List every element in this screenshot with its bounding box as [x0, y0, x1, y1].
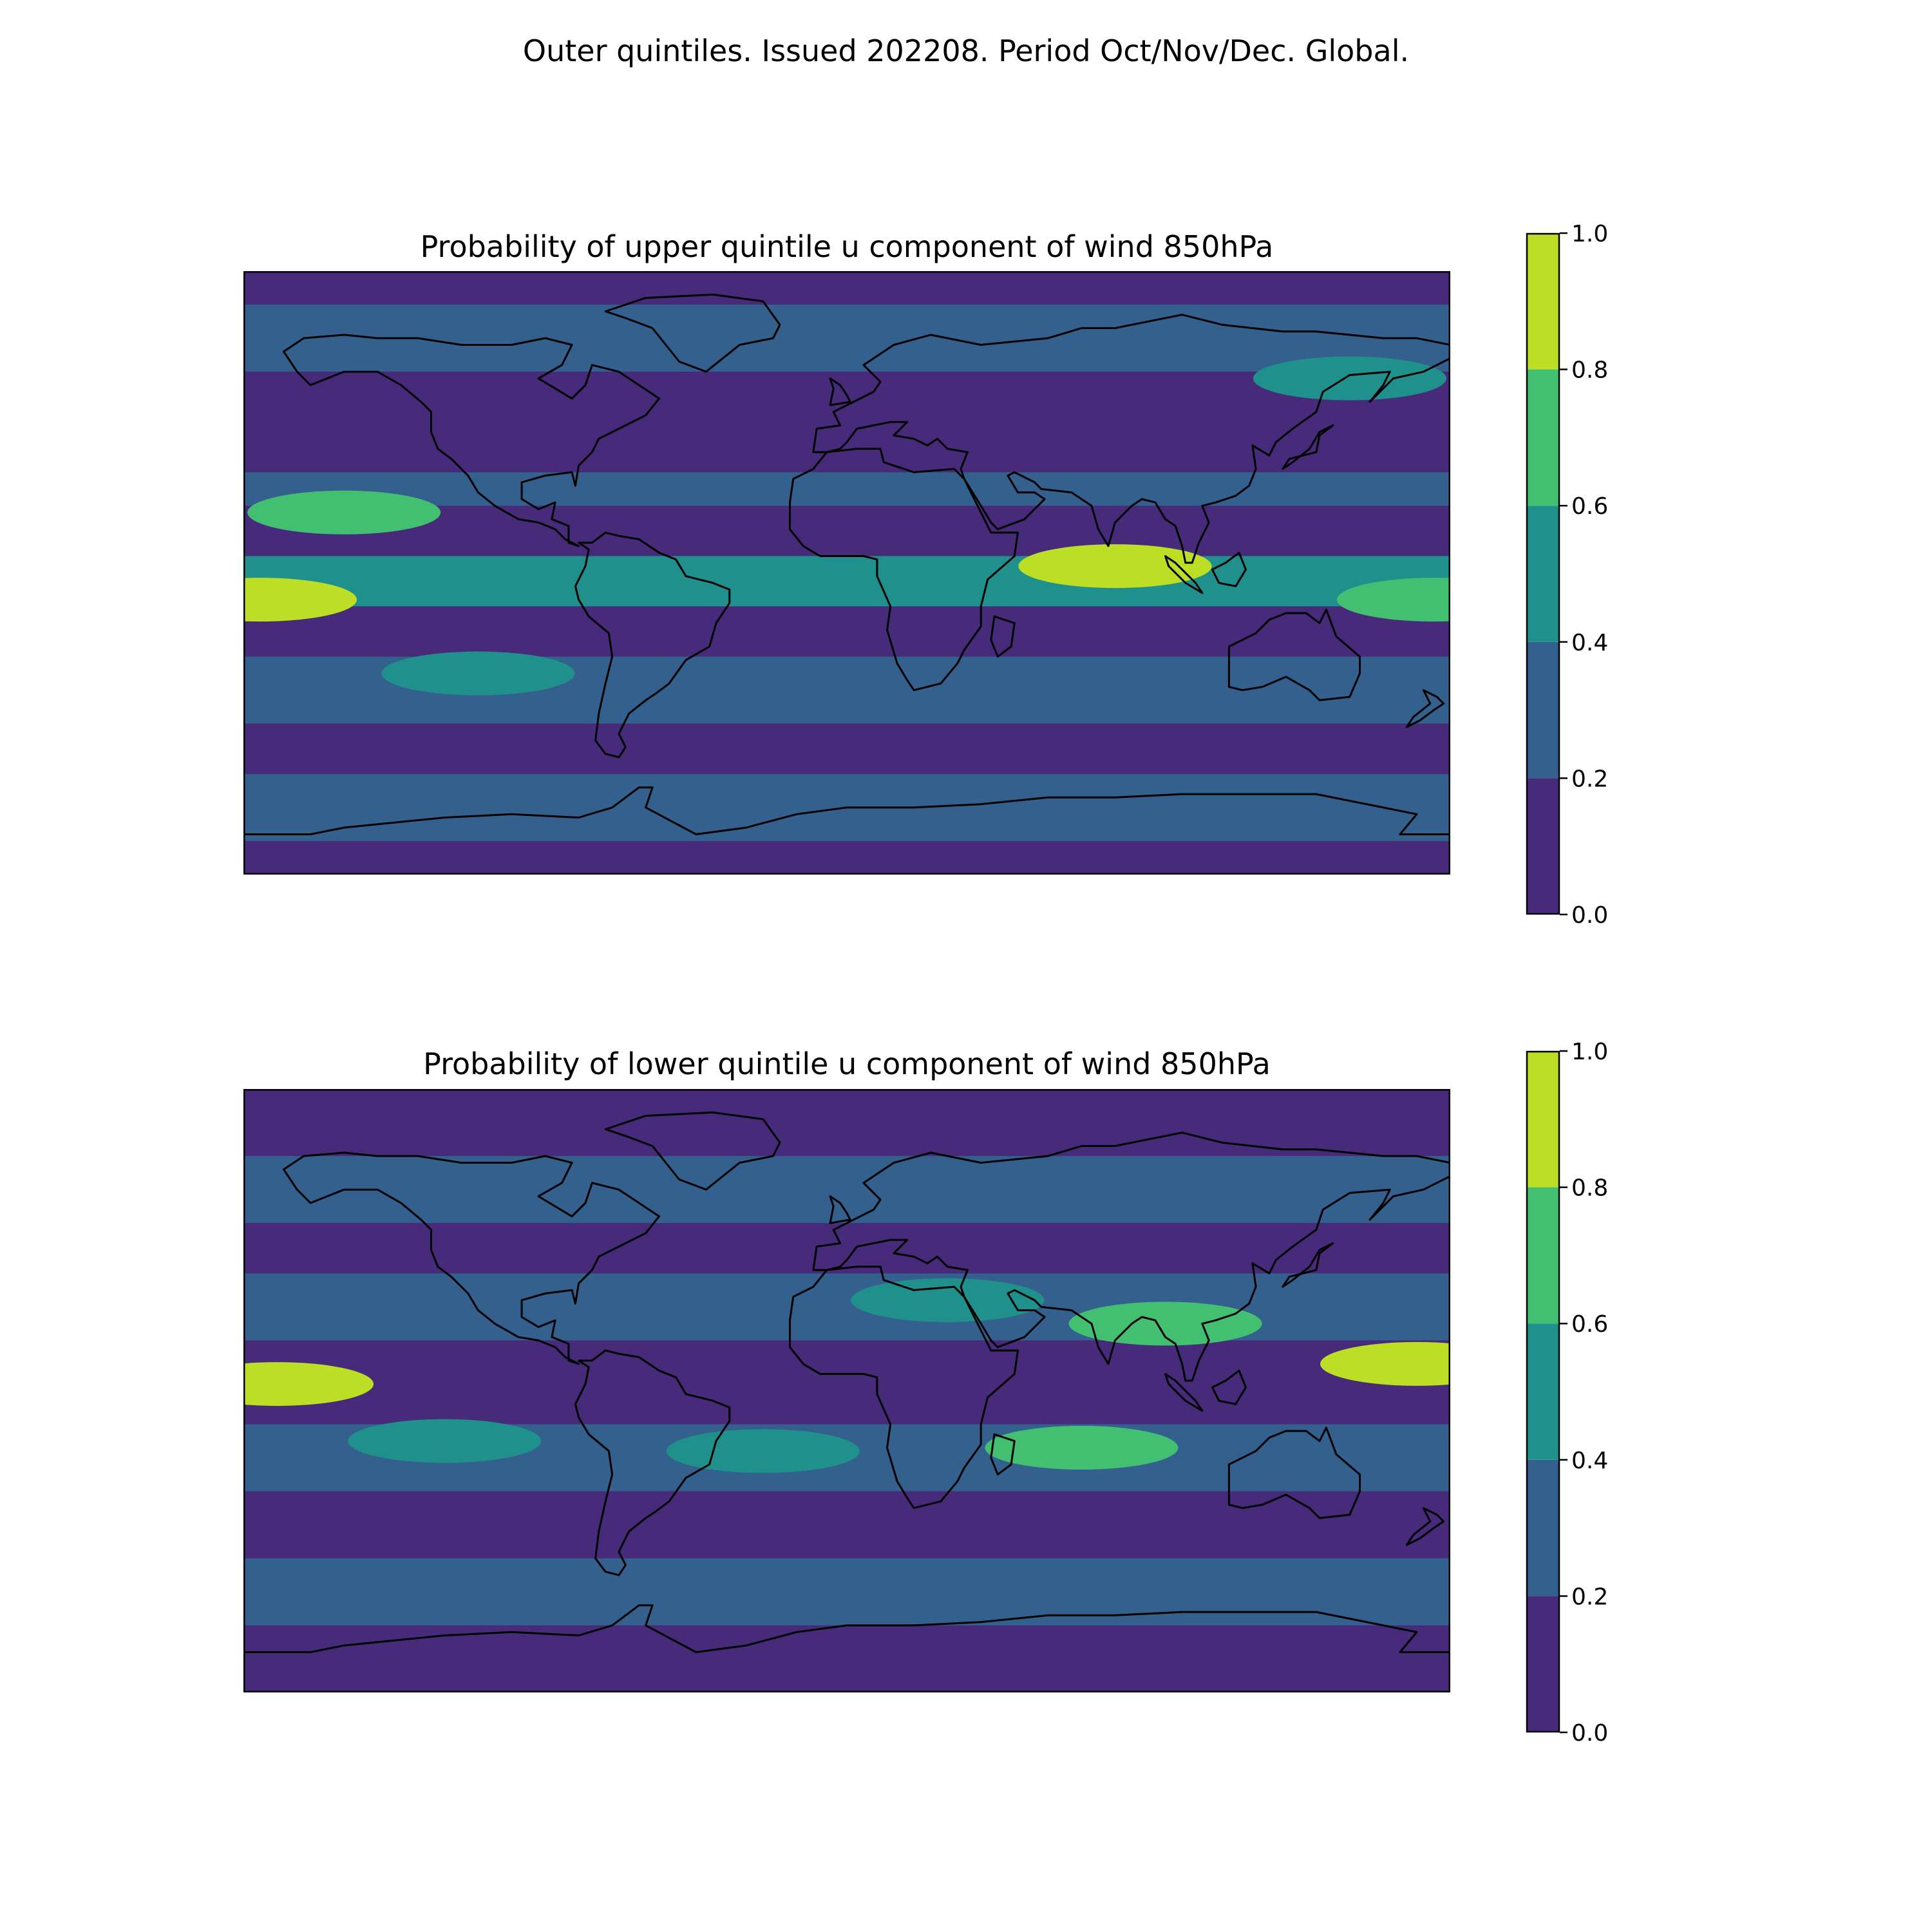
colorbar-tick-label: 0.6 — [1571, 1311, 1608, 1338]
coastline-sumatra — [1164, 1373, 1204, 1412]
coastline-new-zealand — [1405, 689, 1445, 728]
probability-band — [243, 556, 1450, 607]
colorbar-tick-label: 0.8 — [1571, 1175, 1608, 1202]
coastline-south-america — [574, 531, 731, 759]
colorbar-tick-label: 1.0 — [1571, 221, 1608, 247]
colorbar-segment — [1526, 506, 1560, 642]
upper-quintile-panel-title: Probability of upper quintile u componen… — [420, 229, 1274, 264]
colorbar-segment — [1526, 1596, 1560, 1732]
probability-band — [243, 372, 1450, 473]
colorbar-tick-label: 0.4 — [1571, 630, 1608, 656]
probability-feature — [243, 578, 357, 622]
probability-band — [243, 506, 1450, 556]
colorbar-tick-label: 0.0 — [1571, 902, 1608, 929]
probability-feature — [1018, 544, 1212, 589]
colorbar-segment — [1526, 641, 1560, 779]
probability-band — [243, 1273, 1450, 1341]
colorbar-segment — [1526, 233, 1560, 370]
colorbar-tick-label: 0.6 — [1571, 493, 1608, 520]
probability-band — [243, 472, 1450, 506]
probability-feature — [381, 651, 575, 696]
coastline-greenland — [604, 293, 781, 373]
coastline-eurasia — [812, 1132, 1450, 1382]
probability-band — [243, 1491, 1450, 1558]
probability-feature — [1253, 356, 1446, 401]
colorbar-segment — [1526, 1323, 1560, 1460]
probability-band — [243, 606, 1450, 657]
colorbar-tick-label: 0.8 — [1571, 357, 1608, 384]
probability-feature — [666, 1429, 860, 1473]
probability-band — [243, 723, 1450, 774]
colorbar-frame — [1526, 232, 1560, 915]
coastline-greenland — [604, 1111, 781, 1191]
coastline-sumatra — [1164, 555, 1204, 594]
probability-feature — [348, 1419, 542, 1463]
coastline-north-america — [283, 1151, 660, 1365]
coastline-japan — [1282, 1242, 1334, 1288]
lower-quintile-panel-title: Probability of lower quintile u componen… — [423, 1046, 1271, 1081]
upper-quintile-map — [243, 271, 1450, 875]
coastline-north-america — [283, 334, 660, 547]
probability-feature — [243, 1362, 374, 1406]
colorbar-tick-label: 0.2 — [1571, 1584, 1608, 1610]
coastline-madagascar — [990, 1433, 1016, 1476]
colorbar-tick-label: 1.0 — [1571, 1039, 1608, 1065]
coastline-australia — [1227, 609, 1361, 701]
probability-band — [243, 1340, 1450, 1425]
colorbar-segment — [1526, 1459, 1560, 1596]
coastline-africa — [789, 448, 1019, 692]
coastline-madagascar — [990, 615, 1016, 658]
colorbar-segment — [1526, 778, 1560, 914]
colorbar-segment — [1526, 1051, 1560, 1188]
map-frame — [243, 1089, 1450, 1692]
coastline-antarctica — [243, 1604, 1450, 1672]
colorbar-frame — [1526, 1050, 1560, 1733]
coastline-australia — [1227, 1426, 1361, 1519]
map-frame — [243, 271, 1450, 875]
probability-band — [243, 305, 1450, 372]
probability-feature — [985, 1425, 1179, 1470]
lower-quintile-colorbar: 0.0 0.2 0.4 0.6 0.8 1.0 — [1526, 1039, 1608, 1747]
coastline-borneo — [1211, 1369, 1247, 1405]
coastline-japan — [1282, 424, 1334, 470]
upper-quintile-colorbar: 0.0 0.2 0.4 0.6 0.8 1.0 — [1526, 221, 1608, 929]
coastline-eurasia — [812, 314, 1450, 564]
coastline-uk — [829, 377, 851, 406]
coastline-south-america — [574, 1349, 731, 1577]
probability-band — [243, 1558, 1450, 1625]
coastline-uk — [829, 1195, 851, 1224]
colorbar-tick-label: 0.2 — [1571, 766, 1608, 792]
probability-feature — [1337, 578, 1450, 622]
probability-band — [243, 840, 1450, 875]
colorbar-segment — [1526, 1187, 1560, 1324]
colorbar-tick-label: 0.4 — [1571, 1448, 1608, 1474]
probability-feature — [1320, 1341, 1450, 1386]
coastline-africa — [789, 1265, 1019, 1510]
colorbar-tick-label: 0.0 — [1571, 1720, 1608, 1747]
coastline-new-zealand — [1405, 1507, 1445, 1546]
probability-feature — [247, 490, 441, 535]
probability-feature — [851, 1278, 1045, 1322]
colorbar-segment — [1526, 369, 1560, 506]
coastline-antarctica — [243, 786, 1450, 855]
lower-quintile-map — [243, 1089, 1450, 1692]
figure-suptitle: Outer quintiles. Issued 202208. Period O… — [522, 33, 1410, 68]
probability-feature — [1068, 1302, 1262, 1346]
probability-band — [243, 271, 1450, 305]
probability-band — [243, 1089, 1450, 1157]
coastline-borneo — [1211, 551, 1247, 587]
probability-band — [243, 1625, 1450, 1692]
probability-band — [243, 1223, 1450, 1274]
